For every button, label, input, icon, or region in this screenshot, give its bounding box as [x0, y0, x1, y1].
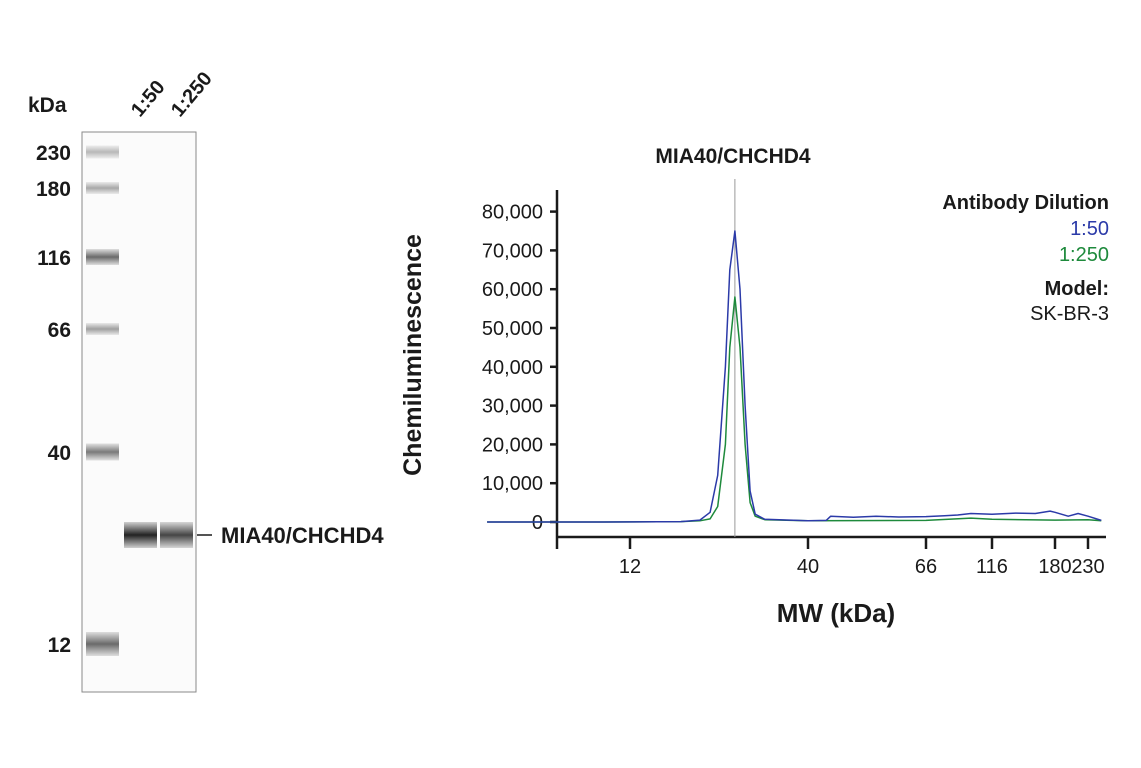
- marker-label: 116: [37, 247, 71, 270]
- marker-label: 12: [48, 634, 71, 657]
- marker-label: 66: [48, 319, 71, 342]
- x-tick-label: 12: [619, 556, 641, 578]
- ladder-band: [86, 249, 119, 265]
- marker-label: 180: [36, 178, 71, 201]
- y-tick-label: 30,000: [482, 396, 543, 418]
- marker-label: 40: [48, 442, 71, 465]
- ladder-band: [86, 323, 119, 335]
- series-line-1-50: [487, 230, 1102, 523]
- chart-panel: MIA40/CHCHD4 Chemiluminescence MW (kDa) …: [399, 145, 1109, 628]
- chart-title: MIA40/CHCHD4: [655, 145, 811, 168]
- y-tick-label: 50,000: [482, 318, 543, 340]
- legend-title: Antibody Dilution: [942, 192, 1109, 214]
- ladder-band: [86, 145, 119, 159]
- series-line-1-250: [487, 296, 1102, 523]
- legend-model-label: Model:: [1045, 278, 1109, 300]
- y-tick-label: 20,000: [482, 434, 543, 456]
- x-axis-label: MW (kDa): [777, 598, 895, 628]
- legend-entry-1-250: 1:250: [1059, 244, 1109, 266]
- legend: Antibody Dilution 1:50 1:250 Model: SK-B…: [942, 192, 1109, 325]
- y-tick-label: 80,000: [482, 202, 543, 224]
- gel-unit-label: kDa: [28, 94, 67, 117]
- gel-bands: [86, 145, 193, 656]
- y-tick-label: 60,000: [482, 279, 543, 301]
- gel-image: [81, 131, 197, 693]
- ladder-band: [86, 182, 119, 194]
- sample-band: [160, 522, 193, 548]
- plot-area: 0 10,000 20,000 30,000 40,000 50,000 60,000 70,…: [482, 179, 1106, 578]
- ladder-band: [86, 632, 119, 656]
- y-tick-label: 40,000: [482, 357, 543, 379]
- gel-lane-label: 1:250: [167, 68, 217, 121]
- band-label: MIA40/CHCHD4: [221, 523, 384, 548]
- y-tick-label: 0: [532, 512, 543, 534]
- x-tick-label: 116: [976, 556, 1008, 578]
- x-tick-label: 66: [915, 556, 937, 578]
- marker-label: 230: [36, 142, 71, 165]
- y-tick-label: 10,000: [482, 473, 543, 495]
- x-tick-label: 180: [1038, 556, 1071, 578]
- gel-lane-label: 1:50: [127, 76, 170, 121]
- gel-marker-labels: 230 180 116 66 40 12: [36, 142, 71, 657]
- legend-entry-1-50: 1:50: [1070, 218, 1109, 240]
- x-tick-label: 230: [1071, 556, 1104, 578]
- gel-panel: kDa 1:50 1:250 230 180 116 66 40 12 MIA40/CHC…: [28, 68, 384, 693]
- ladder-band: [86, 443, 119, 461]
- sample-band: [124, 522, 157, 548]
- legend-model-value: SK-BR-3: [1030, 303, 1109, 325]
- y-axis-label: Chemiluminescence: [399, 234, 427, 476]
- x-tick-label: 40: [797, 556, 819, 578]
- y-tick-label: 70,000: [482, 240, 543, 262]
